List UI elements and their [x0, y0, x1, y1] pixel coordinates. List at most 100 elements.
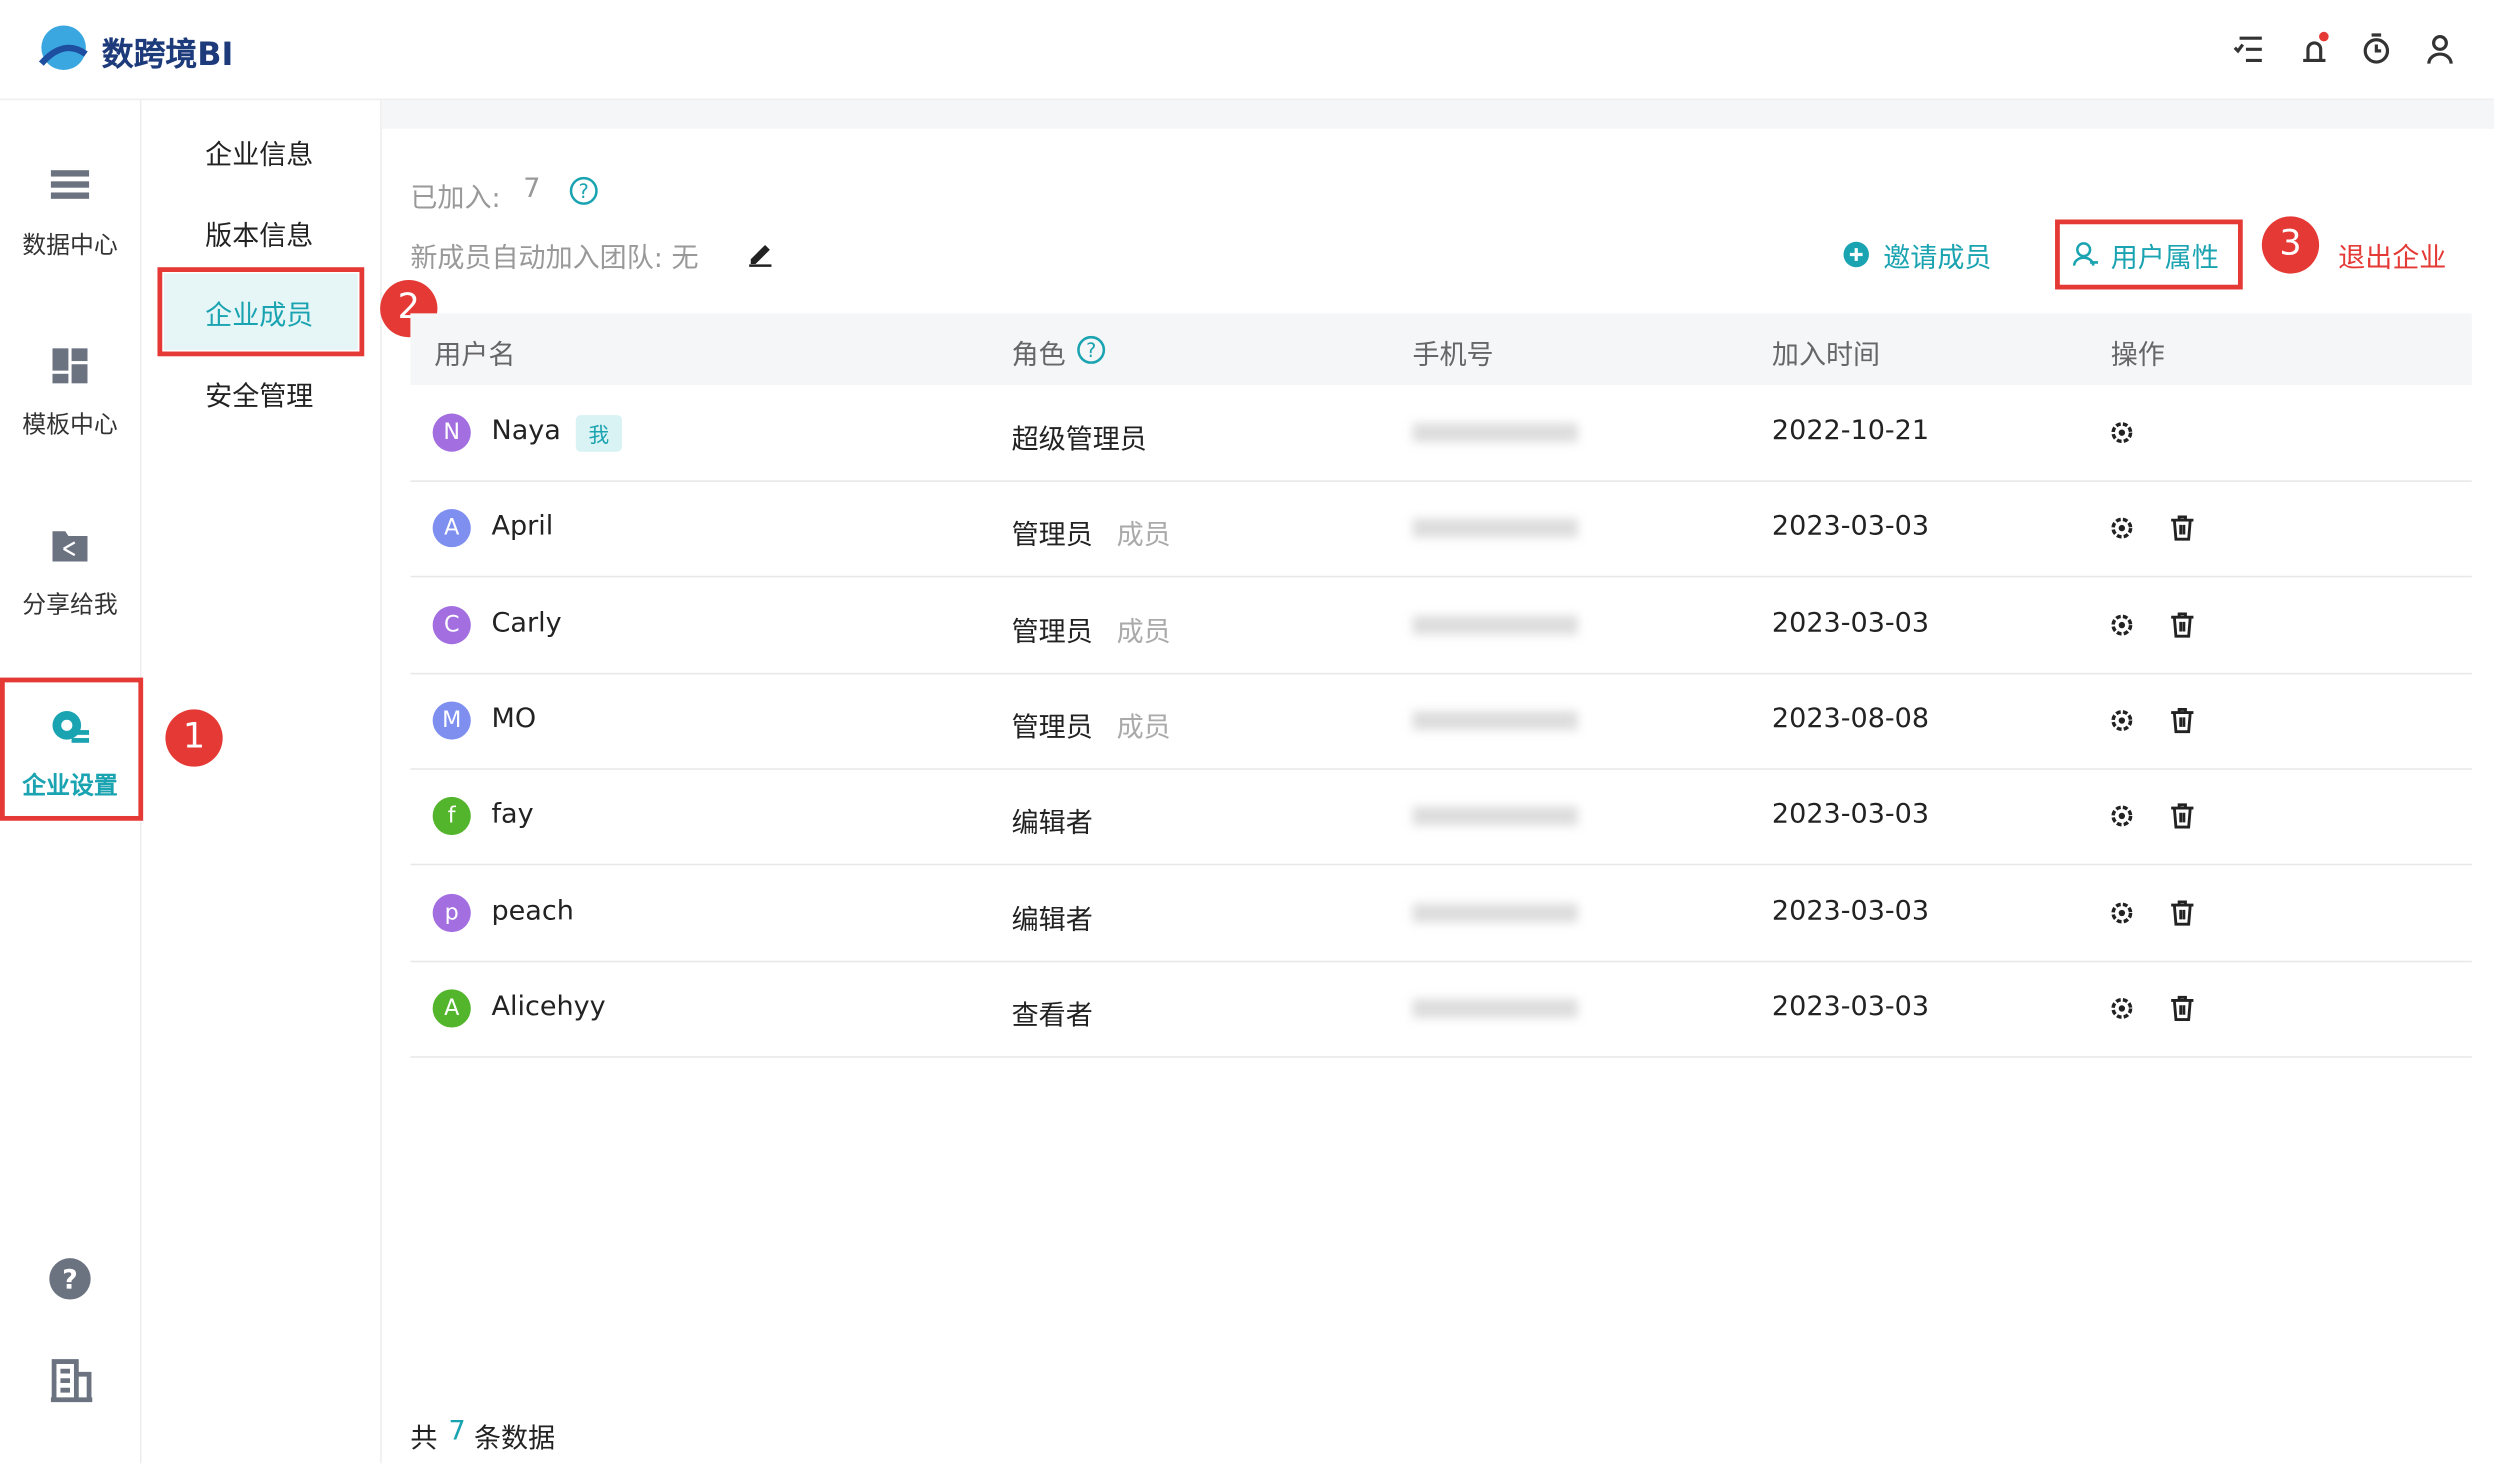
settings-button[interactable] — [2108, 610, 2137, 645]
role: 管理员 — [1011, 712, 1093, 745]
phone-blurred — [1412, 614, 1578, 635]
step-badge: 2 — [380, 279, 438, 338]
join-date: 2023-03-03 — [1771, 798, 1930, 831]
phone-blurred — [1412, 806, 1578, 826]
invite-button[interactable]: 邀请成员 — [1883, 243, 1992, 276]
sidebar-icon[interactable] — [49, 525, 90, 573]
settings-button[interactable] — [2108, 514, 2137, 549]
row-divider — [410, 1055, 2472, 1058]
gap — [381, 100, 2494, 129]
role: 查看者 — [1011, 1000, 1093, 1032]
user-name: Carly — [491, 606, 562, 639]
me-tag: 我 — [575, 415, 622, 452]
sidebar-icon[interactable] — [49, 706, 90, 754]
join-date: 2023-03-03 — [1771, 990, 1930, 1023]
submenu — [142, 100, 382, 1464]
submenu-item[interactable]: 安全管理 — [205, 380, 314, 413]
delete-button[interactable] — [2168, 514, 2197, 549]
highlight-3 — [2055, 219, 2243, 290]
delete-button[interactable] — [2168, 898, 2197, 933]
brand: 数跨境BI — [101, 34, 234, 74]
avatar: p — [432, 893, 471, 932]
user-icon[interactable] — [2071, 240, 2100, 269]
delete-button[interactable] — [2168, 610, 2197, 645]
top-bar — [0, 0, 2494, 101]
phone-blurred — [1412, 519, 1578, 539]
leave-button[interactable]: 退出企业 — [2338, 243, 2447, 276]
row-divider — [410, 576, 2472, 578]
avatar: C — [432, 605, 471, 644]
footer-suffix: 条数据 — [473, 1423, 556, 1456]
row-divider — [410, 480, 2472, 482]
role-secondary: 成员 — [1116, 712, 1171, 745]
table-header — [410, 313, 2472, 385]
logo — [38, 25, 88, 70]
phone-blurred — [1412, 423, 1578, 443]
step-badge: 1 — [165, 709, 223, 767]
submenu-item[interactable]: 企业成员 — [205, 300, 314, 333]
role: 管理员 — [1011, 520, 1093, 553]
sidebar-item[interactable]: 企业设置 — [22, 771, 118, 801]
join-date: 2023-03-03 — [1771, 606, 1930, 639]
invite-icon[interactable] — [1842, 240, 1871, 269]
row-divider — [410, 672, 2472, 674]
join-date: 2023-03-03 — [1771, 894, 1930, 927]
side-bottom-icons[interactable]: ? — [48, 1257, 96, 1416]
joined-count: 7 — [523, 173, 541, 206]
submenu-item[interactable]: 版本信息 — [205, 220, 314, 253]
column-header: 加入时间 — [1771, 340, 1881, 373]
svg-text:?: ? — [62, 1264, 78, 1295]
join-date: 2023-03-03 — [1771, 511, 1930, 543]
attributes-button[interactable]: 用户属性 — [2110, 243, 2219, 276]
column-header: 用户名 — [434, 340, 516, 373]
user-name: April — [491, 511, 554, 543]
user-name: Naya — [491, 415, 561, 447]
sidebar-item[interactable]: 分享给我 — [22, 590, 118, 619]
phone-blurred — [1412, 998, 1578, 1018]
top-icons[interactable] — [2227, 29, 2466, 70]
auto-join: 新成员自动加入团队: 无 — [410, 243, 699, 276]
delete-button[interactable] — [2168, 994, 2197, 1029]
sidebar-icon[interactable] — [49, 345, 90, 393]
sidebar-item[interactable]: 模板中心 — [22, 410, 118, 440]
column-header: 手机号 — [1412, 340, 1494, 373]
sidebar-icon[interactable] — [49, 165, 90, 213]
help-icon[interactable]: ? — [1077, 335, 1109, 368]
settings-button[interactable] — [2108, 898, 2137, 933]
row-divider — [410, 959, 2472, 962]
submenu-active-bg — [163, 273, 358, 350]
settings-button[interactable] — [2108, 418, 2137, 453]
avatar: M — [432, 701, 471, 740]
settings-button[interactable] — [2108, 802, 2137, 837]
avatar: f — [432, 797, 471, 836]
svg-text:?: ? — [1086, 340, 1096, 362]
user-name: fay — [491, 798, 534, 831]
row-divider — [410, 768, 2472, 770]
delete-button[interactable] — [2168, 706, 2197, 741]
settings-button[interactable] — [2108, 994, 2137, 1029]
footer-count: 7 — [448, 1415, 466, 1448]
column-header: 角色 — [1011, 340, 1066, 373]
avatar: A — [432, 509, 471, 548]
sidebar-item[interactable]: 数据中心 — [22, 230, 118, 260]
settings-button[interactable] — [2108, 706, 2137, 741]
step-badge: 3 — [2261, 216, 2320, 274]
user-name: peach — [491, 894, 574, 927]
join-date: 2023-08-08 — [1771, 702, 1930, 735]
join-date: 2022-10-21 — [1771, 415, 1930, 447]
submenu-item[interactable]: 企业信息 — [205, 139, 314, 172]
footer-prefix: 共 — [410, 1423, 438, 1456]
edit-icon[interactable] — [744, 237, 776, 269]
row-divider — [410, 863, 2472, 866]
delete-button[interactable] — [2168, 802, 2197, 837]
svg-text:?: ? — [579, 181, 589, 203]
role: 编辑者 — [1011, 808, 1093, 841]
help-icon[interactable]: ? — [568, 175, 600, 207]
highlight-1 — [0, 677, 144, 821]
column-header: 操作 — [2110, 340, 2165, 373]
role: 超级管理员 — [1011, 424, 1147, 457]
highlight-2 — [157, 267, 365, 357]
role: 编辑者 — [1011, 904, 1093, 937]
avatar: A — [432, 989, 471, 1028]
